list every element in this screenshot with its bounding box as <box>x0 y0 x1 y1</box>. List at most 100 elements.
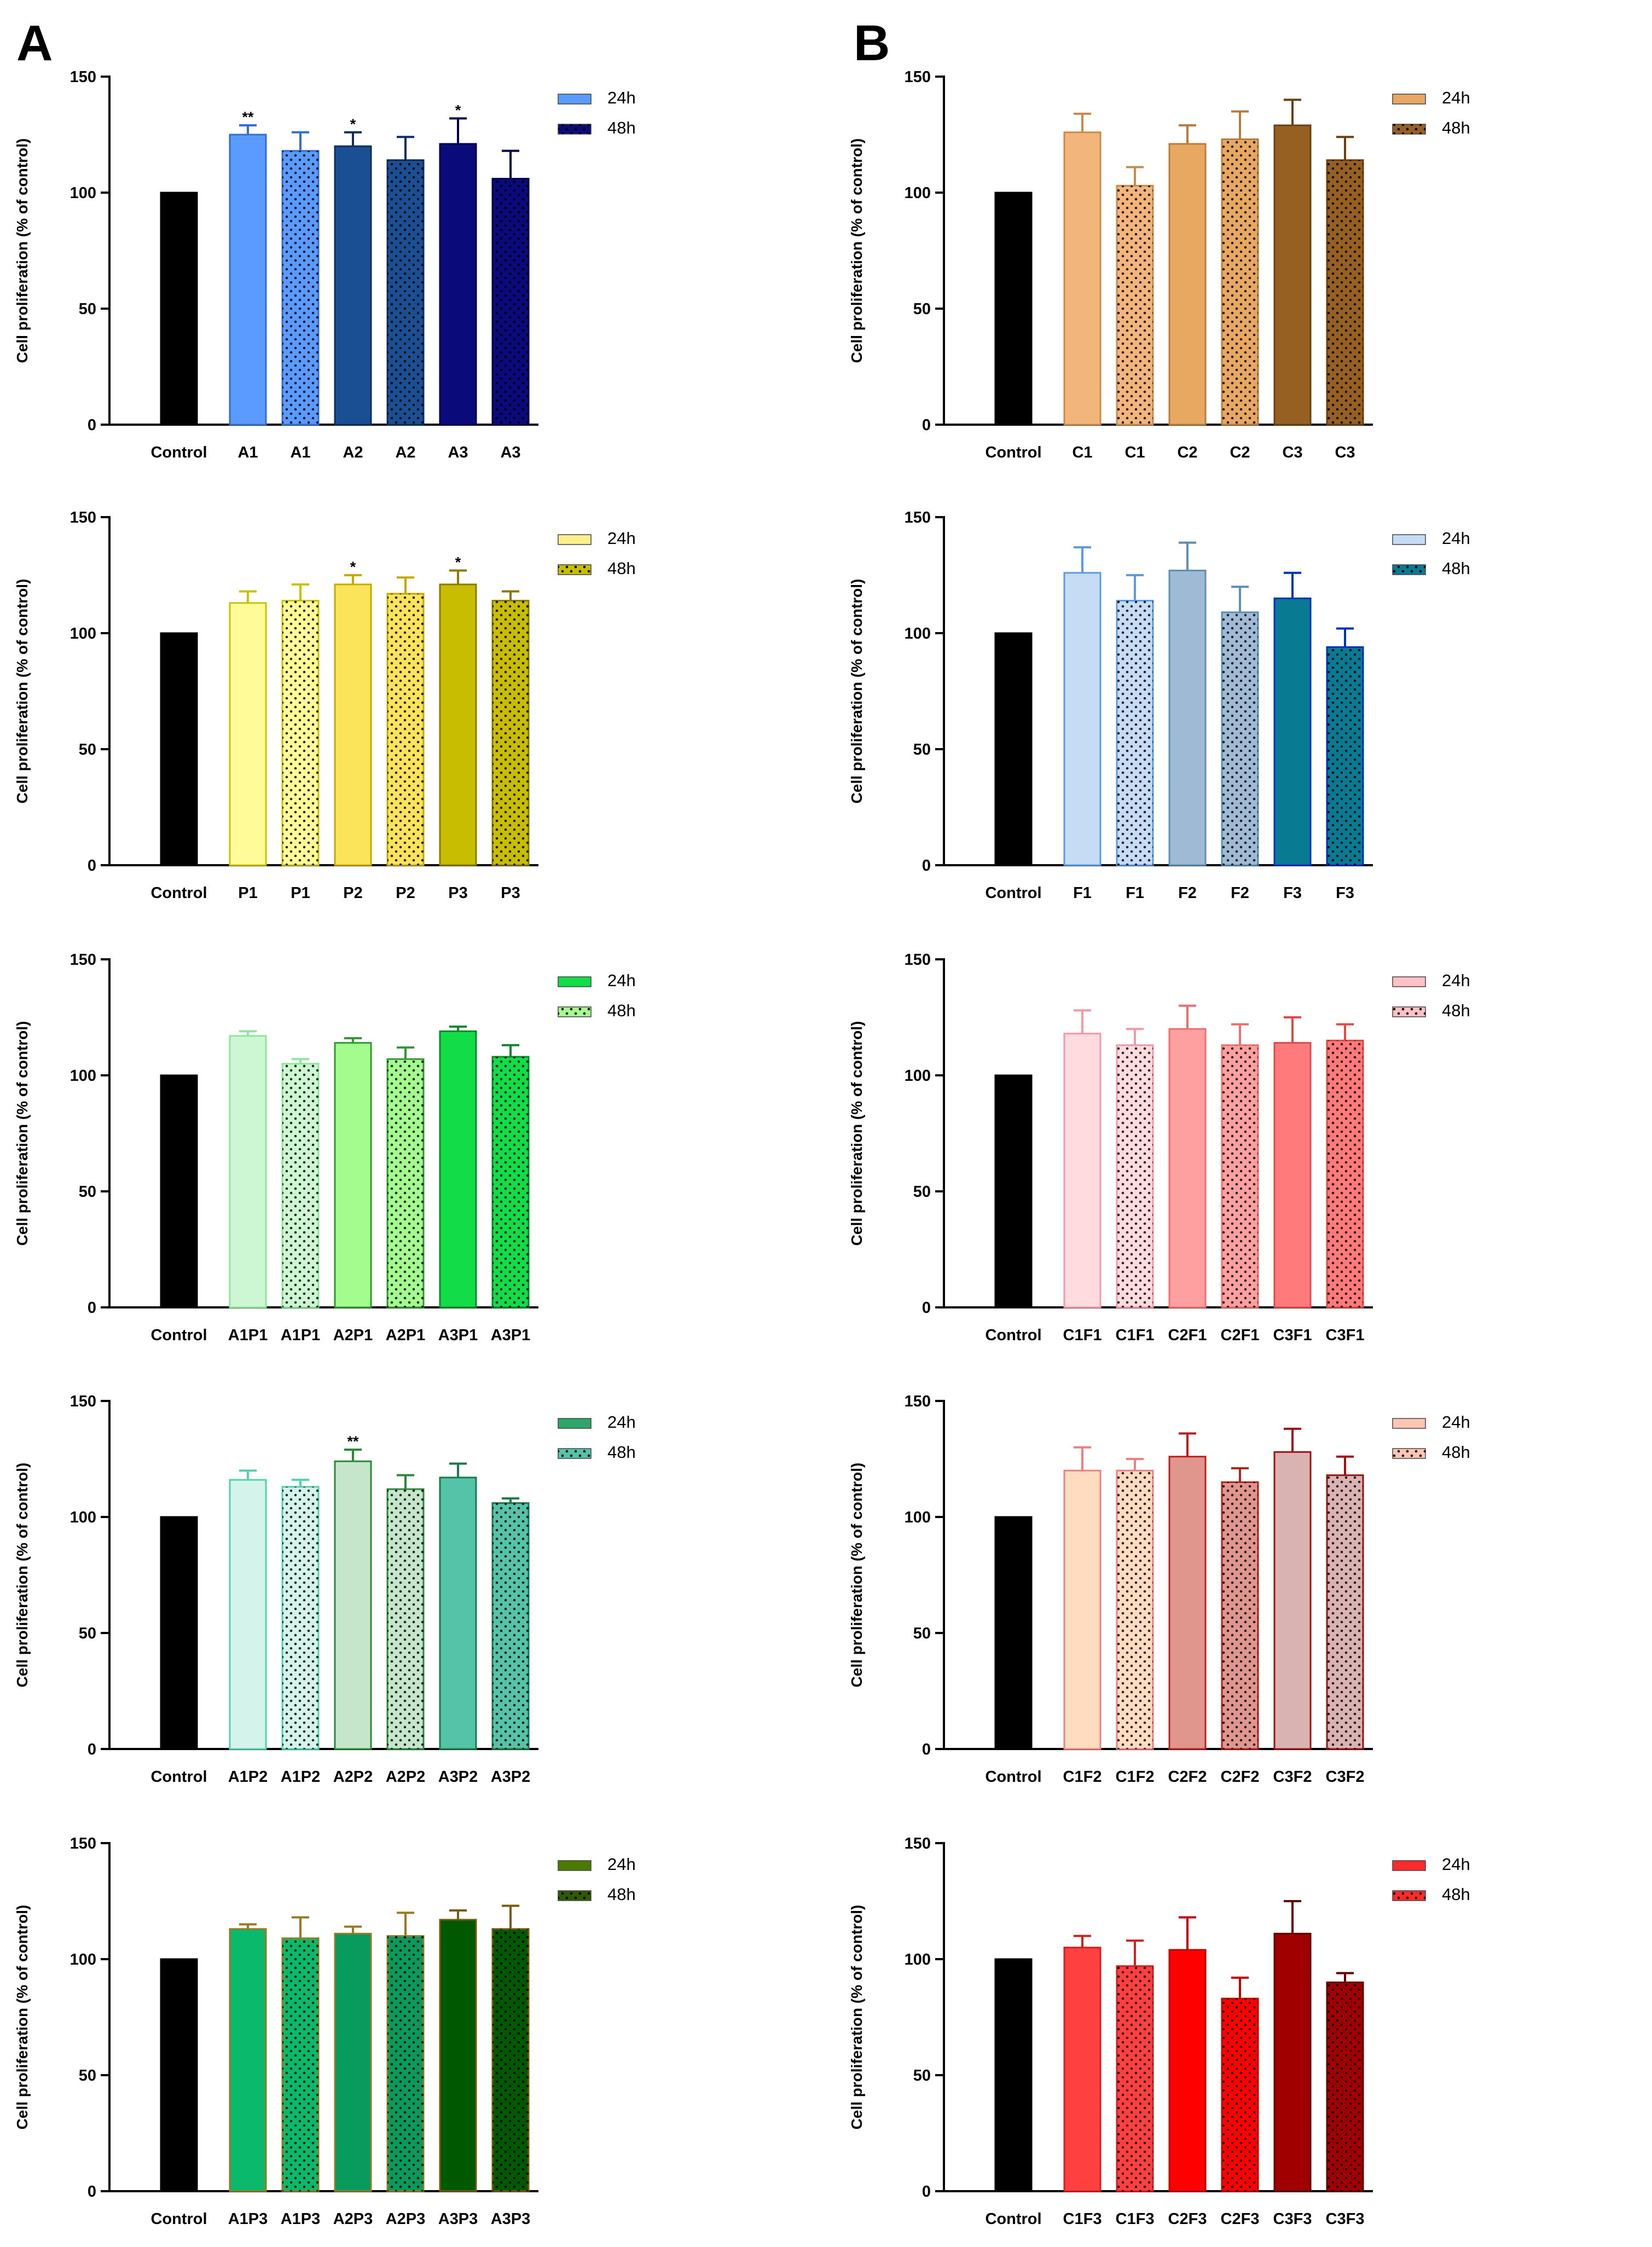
x-tick-label: Control <box>150 444 207 461</box>
chart-3: Cell proliferation (% of control) 0 50 100 1… <box>14 509 636 902</box>
x-tick-label: F1 <box>1126 884 1144 902</box>
y-tick-label: 100 <box>905 625 931 642</box>
x-tick-label: C3F2 <box>1326 1768 1365 1786</box>
legend-swatch-24h <box>558 534 592 545</box>
bar-dot-pattern <box>1222 139 1258 425</box>
x-tick-label: Control <box>150 884 207 902</box>
legend-swatch-pattern <box>558 1449 591 1458</box>
bar-c3f1-24h <box>1273 1042 1312 1308</box>
significance-mark: * <box>455 554 461 571</box>
charts-container: Cell proliferation (% of control) 0 50 100 1… <box>14 68 1470 2228</box>
x-tick-label: A1P1 <box>281 1327 321 1344</box>
legend-label-24h: 24h <box>1442 1855 1470 1874</box>
y-axis-title: Cell proliferation (% of control) <box>848 1021 865 1246</box>
x-tick-label: A1 <box>237 444 258 461</box>
x-tick-label: Control <box>985 2210 1041 2228</box>
bar-control <box>994 1958 1033 2192</box>
x-tick-label: A2 <box>343 444 363 461</box>
legend-swatch-pattern <box>558 565 591 575</box>
x-tick-label: P3 <box>448 884 467 902</box>
chart-7: Cell proliferation (% of control) 0 50 100 1… <box>14 1393 636 1786</box>
bar-a1p3-24h <box>229 1928 267 2192</box>
chart-10: Cell proliferation (% of control) 0 50 100 1… <box>848 1835 1470 2228</box>
x-tick-label: C1F1 <box>1063 1327 1102 1344</box>
chart-4: Cell proliferation (% of control) 0 50 100 1… <box>848 509 1470 902</box>
x-tick-label: A3P1 <box>438 1327 478 1344</box>
legend-swatch-24h <box>1392 534 1426 545</box>
bar-p2-24h <box>334 583 372 866</box>
bar-dot-pattern <box>492 600 529 865</box>
y-tick-label: 0 <box>922 416 931 434</box>
bar-dot-pattern <box>1222 612 1258 865</box>
y-tick-label: 0 <box>88 1741 96 1758</box>
y-tick-label: 0 <box>88 416 96 434</box>
legend-label-48h: 48h <box>607 559 636 578</box>
legend-swatch-pattern <box>1393 124 1425 134</box>
chart-9: Cell proliferation (% of control) 0 50 100 1… <box>14 1835 636 2228</box>
x-tick-label: P3 <box>501 884 520 902</box>
x-tick-label: C2F2 <box>1168 1768 1207 1786</box>
x-tick-label: C1F1 <box>1116 1327 1155 1344</box>
x-tick-label: C1 <box>1072 444 1092 461</box>
x-tick-label: A2P2 <box>386 1768 426 1786</box>
x-tick-label: C2F3 <box>1221 2210 1260 2228</box>
bar-control <box>160 632 198 866</box>
x-tick-label: A2P2 <box>333 1768 373 1786</box>
y-tick-label: 100 <box>905 1509 931 1526</box>
x-tick-label: A3P2 <box>438 1768 478 1786</box>
x-tick-label: C2F1 <box>1168 1327 1207 1344</box>
x-tick-label: C2F2 <box>1221 1768 1260 1786</box>
y-axis-title: Cell proliferation (% of control) <box>14 1463 31 1688</box>
bar-control <box>994 192 1033 426</box>
bar-dot-pattern <box>492 1929 529 2191</box>
bar-control <box>994 1516 1033 1750</box>
y-tick-label: 150 <box>905 1393 931 1410</box>
legend-label-24h: 24h <box>607 971 636 990</box>
legend-label-24h: 24h <box>607 1412 636 1432</box>
bar-control <box>160 192 198 426</box>
x-tick-label: C2F3 <box>1168 2210 1207 2228</box>
y-tick-label: 100 <box>905 1067 931 1085</box>
y-tick-label: 0 <box>922 2183 931 2200</box>
bar-dot-pattern <box>1222 1045 1258 1307</box>
legend-label-24h: 24h <box>607 529 636 548</box>
legend-label-48h: 48h <box>1442 559 1470 578</box>
y-tick-label: 50 <box>79 1625 96 1642</box>
bar-a2-24h <box>334 145 372 426</box>
bar-p1-24h <box>229 602 267 866</box>
legend-label-48h: 48h <box>1442 1885 1470 1904</box>
x-tick-label: C2 <box>1230 444 1250 461</box>
x-tick-label: A3P3 <box>438 2210 478 2228</box>
legend-label-48h: 48h <box>607 1001 636 1020</box>
y-tick-label: 0 <box>922 1299 931 1317</box>
bar-dot-pattern <box>1222 1482 1258 1749</box>
bar-dot-pattern <box>492 178 529 425</box>
bar-dot-pattern <box>1117 1045 1153 1307</box>
x-tick-label: C1F2 <box>1116 1768 1155 1786</box>
x-tick-label: C1F3 <box>1116 2210 1155 2228</box>
x-tick-label: A1P1 <box>228 1327 268 1344</box>
x-tick-label: C2F1 <box>1221 1327 1260 1344</box>
x-tick-label: C1F2 <box>1063 1768 1102 1786</box>
x-tick-label: A1 <box>290 444 310 461</box>
y-tick-label: 50 <box>913 1183 931 1201</box>
bar-dot-pattern <box>282 1938 318 2191</box>
y-tick-label: 0 <box>922 1741 931 1758</box>
bar-c3-24h <box>1273 124 1312 426</box>
bar-dot-pattern <box>387 1489 424 1749</box>
y-axis-title: Cell proliferation (% of control) <box>848 1463 865 1688</box>
x-tick-label: C1F3 <box>1063 2210 1102 2228</box>
bar-c3f3-24h <box>1273 1932 1312 2192</box>
y-axis-title: Cell proliferation (% of control) <box>14 1021 31 1246</box>
legend-swatch-pattern <box>1393 1891 1425 1901</box>
bar-a2p2-24h <box>334 1460 372 1750</box>
bar-a3p1-24h <box>439 1030 477 1308</box>
bar-dot-pattern <box>492 1503 529 1749</box>
bar-a3p3-24h <box>439 1919 477 2192</box>
x-tick-label: Control <box>150 1768 207 1786</box>
panel-label-b: B <box>854 15 890 71</box>
significance-mark: * <box>455 102 461 118</box>
bar-c1f2-24h <box>1063 1469 1102 1750</box>
x-tick-label: C3 <box>1335 444 1355 461</box>
y-tick-label: 100 <box>905 1951 931 1968</box>
